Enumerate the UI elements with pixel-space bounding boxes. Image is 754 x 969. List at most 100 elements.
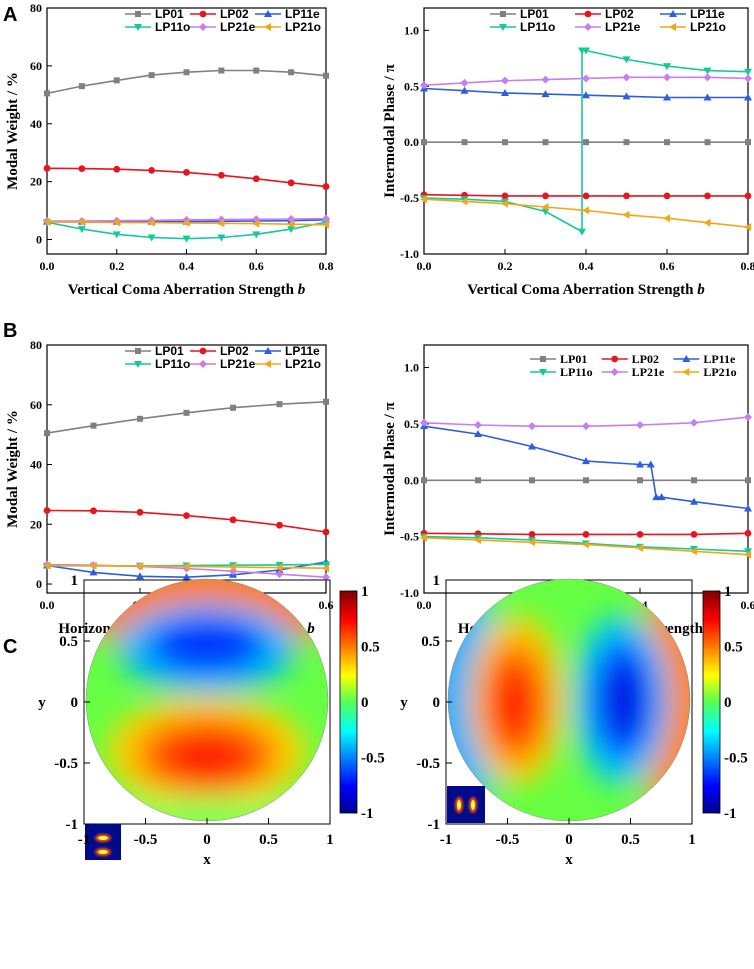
data-point <box>90 507 97 515</box>
x-tick-label: 0.6 <box>319 598 334 612</box>
data-point <box>322 183 330 190</box>
data-point <box>420 418 428 427</box>
legend-marker <box>669 10 677 17</box>
legend-item-lp01: LP01 <box>490 7 549 21</box>
legend-marker <box>264 23 271 31</box>
data-point <box>475 477 481 484</box>
y-tick-label: 40 <box>30 458 42 472</box>
series-lp01 <box>421 477 751 484</box>
data-point <box>745 139 751 146</box>
legend-marker <box>134 24 142 31</box>
data-point <box>420 81 428 90</box>
heatmap-axes-right: -1 -0.5 0 0.5 1 1 0.5 0 -0.5 -1 x y 1 0.5 0 -0.5 -1 <box>400 573 748 868</box>
series-line <box>46 401 327 434</box>
data-point <box>229 516 237 524</box>
data-point <box>582 422 590 431</box>
data-point <box>182 573 191 581</box>
legend-marker <box>499 24 507 31</box>
data-point <box>44 430 50 437</box>
data-point <box>44 90 50 97</box>
data-point <box>582 74 590 83</box>
data-point <box>529 477 535 484</box>
legend-item-lp11e: LP11e <box>255 344 320 358</box>
legend-label: LP11o <box>155 357 190 371</box>
panel-letter-c: C <box>3 636 17 658</box>
data-point <box>78 83 85 90</box>
data-point <box>322 528 330 536</box>
y-axis-label: Intermodal Phase / π <box>382 401 398 535</box>
data-point <box>744 74 752 83</box>
y-tick-label: 0.5 <box>404 417 419 431</box>
y-tick-label: -0.5 <box>54 756 78 772</box>
legend-label: LP21o <box>690 20 726 34</box>
data-point <box>147 218 155 227</box>
series-line <box>423 425 749 510</box>
data-point <box>43 561 50 570</box>
legend-item-lp21e: LP21e <box>601 365 665 379</box>
data-point <box>90 422 97 429</box>
y-axis-label: Modal Weight / % <box>5 72 21 190</box>
data-point <box>137 415 143 422</box>
data-point <box>113 77 120 84</box>
x-tick-label: 0.0 <box>417 598 432 612</box>
data-point <box>77 218 85 227</box>
colorbar-tick-label: 0.5 <box>361 640 380 656</box>
heatmap-vertical-coma <box>83 578 331 860</box>
legend-item-lp21o: LP21o <box>673 365 737 379</box>
data-point <box>136 572 144 580</box>
legend-label: LP02 <box>632 352 659 366</box>
legend-item-lp21e: LP21e <box>190 20 256 34</box>
legend-label: LP21e <box>220 20 256 34</box>
data-point <box>182 562 190 571</box>
y-tick-label: 0 <box>433 695 441 711</box>
data-point <box>663 73 671 82</box>
data-point <box>744 529 752 537</box>
data-point <box>703 218 711 227</box>
legend-label: LP11e <box>703 352 736 366</box>
data-point <box>528 422 536 431</box>
data-point <box>113 165 121 173</box>
y-tick-label: 1 <box>433 573 441 589</box>
x-tick-label: 0 <box>203 832 211 848</box>
data-point <box>541 90 550 98</box>
data-point <box>183 409 190 416</box>
data-point <box>636 421 644 430</box>
data-point <box>528 442 536 450</box>
colorbar-left <box>339 590 358 814</box>
legend-item-lp11o: LP11o <box>530 365 593 379</box>
data-point <box>622 56 631 64</box>
legend-item-lp11e: LP11e <box>255 7 320 21</box>
data-point <box>691 477 697 484</box>
data-point <box>541 75 550 84</box>
data-point <box>112 218 120 227</box>
legend-item-lp11e: LP11e <box>673 352 736 366</box>
y-axis-label: y <box>400 695 408 711</box>
y-tick-label: 0.0 <box>404 135 419 149</box>
legend-item-lp11e: LP11e <box>660 7 725 21</box>
data-point <box>623 192 630 200</box>
data-point <box>474 536 481 545</box>
data-point <box>663 214 670 223</box>
data-point <box>474 430 482 438</box>
data-point <box>690 547 697 556</box>
data-point <box>43 507 51 514</box>
legend-label: LP11o <box>520 20 555 34</box>
data-point <box>582 91 590 99</box>
series-lp11e <box>420 84 752 101</box>
data-point <box>148 72 155 79</box>
data-point <box>704 139 711 146</box>
legend-label: LP01 <box>560 352 587 366</box>
y-tick-label: 80 <box>30 338 42 352</box>
x-tick-label: 0.2 <box>109 259 124 273</box>
data-point <box>577 228 586 236</box>
legend-marker <box>669 23 676 31</box>
colorbar-tick-label: 0.5 <box>724 640 743 656</box>
legend-label: LP21o <box>703 365 736 379</box>
data-point <box>460 86 469 94</box>
legend-label: LP01 <box>155 7 184 21</box>
plot-frame <box>423 344 749 594</box>
data-point <box>288 69 295 76</box>
data-point <box>322 573 330 582</box>
